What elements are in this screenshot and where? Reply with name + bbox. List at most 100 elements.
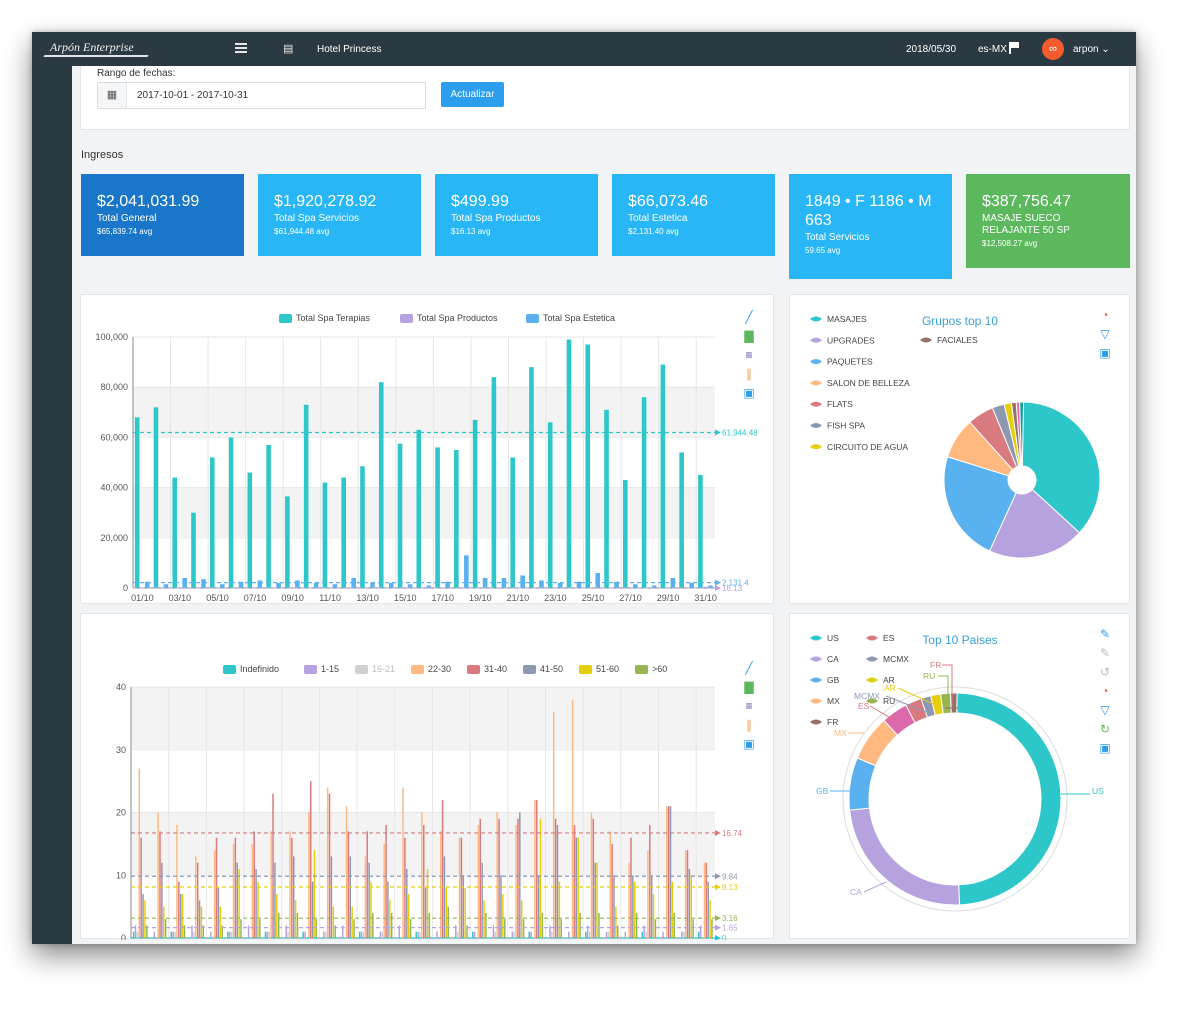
legend-label[interactable]: MCMX xyxy=(883,654,909,664)
bar-chart-icon[interactable]: ▇ xyxy=(743,680,754,694)
bar xyxy=(501,577,507,588)
save-icon[interactable]: ▣ xyxy=(743,737,754,751)
age-chart-panel: 01020304001/1003/1005/1007/1009/1011/101… xyxy=(80,613,774,944)
pencil-off-icon[interactable]: ✎ xyxy=(1100,646,1110,660)
bar xyxy=(519,812,521,938)
bar xyxy=(406,868,408,938)
bar xyxy=(549,925,551,938)
legend-label[interactable]: 41-50 xyxy=(540,664,563,674)
funnel-icon[interactable]: ▽ xyxy=(1100,703,1110,717)
bar xyxy=(349,856,352,938)
bar xyxy=(238,868,240,938)
bar xyxy=(552,712,555,938)
bar xyxy=(164,919,167,938)
legend-label[interactable]: GB xyxy=(827,675,840,685)
legend-label[interactable]: Total Spa Productos xyxy=(417,313,498,323)
bar xyxy=(604,409,609,588)
kpi-card[interactable]: $66,073.46 Total Estetica $2,131.40 avg xyxy=(612,174,775,256)
bar xyxy=(417,931,419,938)
kpi-label: Total Spa Productos xyxy=(451,213,541,224)
language-selector[interactable]: es-MX xyxy=(978,44,1007,55)
date-range-input[interactable]: ▦ 2017-10-01 - 2017-10-31 xyxy=(97,82,426,109)
kpi-value: $387,756.47 xyxy=(982,193,1071,210)
bar xyxy=(266,931,269,938)
kpi-card[interactable]: $2,041,031.99 Total General $65,839.74 avg xyxy=(81,174,244,256)
pie-icon[interactable]: ◔ xyxy=(1101,308,1108,322)
legend-label[interactable]: US xyxy=(827,633,839,643)
kpi-value: $1,920,278.92 xyxy=(274,193,377,210)
stack-icon[interactable]: ≡ xyxy=(745,699,752,713)
legend-label[interactable]: FR xyxy=(827,717,838,727)
user-menu[interactable]: arpon ⌄ xyxy=(1073,44,1110,55)
legend-swatch xyxy=(810,698,822,704)
flag-icon[interactable] xyxy=(1009,42,1019,54)
legend-label[interactable]: ES xyxy=(883,633,895,643)
kpi-card[interactable]: 1849 • F 1186 • M 663 Total Servicios 59.6… xyxy=(789,174,952,279)
legend-label[interactable]: 1-15 xyxy=(321,664,339,674)
update-button[interactable]: Actualizar xyxy=(441,82,504,107)
bar xyxy=(293,856,295,938)
legend-label[interactable]: MASAJES xyxy=(827,314,867,324)
restore-icon[interactable]: ↺ xyxy=(1100,665,1110,679)
average-label: 8.13 xyxy=(722,883,738,892)
hamburger-menu-icon[interactable] xyxy=(235,43,247,53)
bar xyxy=(445,887,448,938)
bar xyxy=(360,931,363,938)
user-avatar[interactable]: ∞ xyxy=(1042,38,1064,60)
refresh-icon[interactable]: ↻ xyxy=(1100,722,1110,736)
bar xyxy=(660,364,666,588)
legend-label[interactable]: PAQUETES xyxy=(827,357,873,367)
y-tick-label: 20 xyxy=(116,808,126,818)
legend-label[interactable]: CIRCUITO DE AGUA xyxy=(827,442,908,452)
app-logo[interactable]: Arpón Enterprise xyxy=(50,40,134,54)
bar xyxy=(643,925,645,938)
tiled-icon[interactable]: ∥ xyxy=(746,718,752,732)
funnel-icon[interactable]: ▽ xyxy=(1100,327,1110,341)
legend-label[interactable]: AR xyxy=(883,675,895,685)
bar xyxy=(576,581,582,588)
legend-label[interactable]: Indefinido xyxy=(240,664,279,674)
save-icon[interactable]: ▣ xyxy=(743,386,754,400)
line-chart-icon[interactable]: ╱ xyxy=(744,309,753,324)
legend-label[interactable]: 51-60 xyxy=(596,664,619,674)
kpi-card[interactable]: $1,920,278.92 Total Spa Servicios $61,944.… xyxy=(258,174,421,256)
pie-icon[interactable]: ◔ xyxy=(1101,684,1108,698)
legend-label[interactable]: FACIALES xyxy=(937,335,978,345)
line-chart-icon[interactable]: ╱ xyxy=(744,660,753,675)
bar xyxy=(134,925,137,938)
legend-label[interactable]: UPGRADES xyxy=(827,335,875,345)
bar xyxy=(179,894,182,938)
legend-label[interactable]: CA xyxy=(827,654,839,664)
save-icon[interactable]: ▣ xyxy=(1099,741,1110,755)
tiled-icon[interactable]: ∥ xyxy=(746,367,752,381)
bar xyxy=(228,437,234,588)
bar xyxy=(539,580,544,588)
kpi-card[interactable]: $499.99 Total Spa Productos $16.13 avg xyxy=(435,174,598,256)
bar xyxy=(257,580,263,588)
slice-label: RU xyxy=(923,671,935,681)
bar xyxy=(650,875,653,938)
legend-label[interactable]: MX xyxy=(827,696,840,706)
legend-label[interactable]: RU xyxy=(883,696,895,706)
save-icon[interactable]: ▣ xyxy=(1099,346,1110,360)
legend-swatch xyxy=(810,444,822,450)
slice-label: MCMX xyxy=(854,691,880,701)
legend-label[interactable]: Total Spa Estetica xyxy=(543,313,615,323)
legend-label[interactable]: FLATS xyxy=(827,399,853,409)
bar xyxy=(615,906,617,938)
legend-label[interactable]: SALON DE BELLEZA xyxy=(827,378,910,388)
stack-icon[interactable]: ≡ xyxy=(745,348,752,362)
legend-label[interactable]: 16-21 xyxy=(372,664,395,674)
legend-label[interactable]: Total Spa Terapias xyxy=(296,313,370,323)
hotel-name[interactable]: Hotel Princess xyxy=(317,44,382,55)
legend-label[interactable]: FISH SPA xyxy=(827,421,865,431)
legend-label[interactable]: 22-30 xyxy=(428,664,451,674)
bar-chart-icon[interactable]: ▇ xyxy=(743,329,754,343)
bar xyxy=(404,837,406,938)
legend-label[interactable]: >60 xyxy=(652,664,667,674)
kpi-card[interactable]: $387,756.47 MASAJE SUECO RELAJANTE 50 SP $… xyxy=(966,174,1130,268)
y-tick-label: 40 xyxy=(116,682,126,692)
legend-label[interactable]: 31-40 xyxy=(484,664,507,674)
calendar-icon[interactable]: ▦ xyxy=(98,83,127,108)
pencil-icon[interactable]: ✎ xyxy=(1100,627,1110,641)
